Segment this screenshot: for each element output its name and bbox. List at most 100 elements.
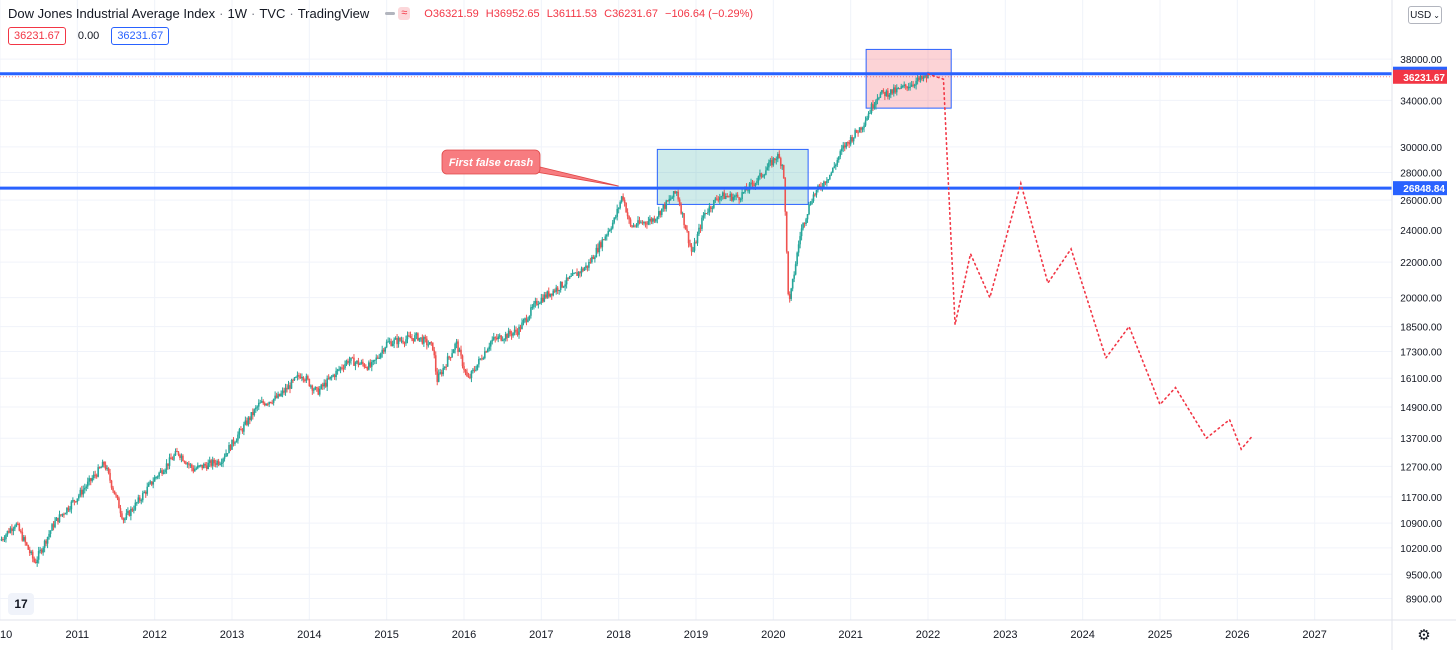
candle-body [442,368,444,375]
candle-body [439,372,442,374]
candle-body [12,528,15,531]
candle-body [866,117,868,121]
ask-price-box[interactable]: 36231.67 [111,27,170,45]
projection-path[interactable] [927,73,1254,451]
candle-body [842,145,845,149]
candle-body [796,252,798,265]
candle-body [131,508,134,511]
x-tick-label: 2024 [1070,629,1094,641]
interval-label[interactable]: 1W [227,6,248,21]
candle-body [498,335,501,337]
candle-body [222,458,224,463]
y-tick-label: 12700.00 [1400,462,1442,473]
candle-body [775,159,778,161]
candle-body [851,137,853,142]
candle-body [266,403,269,405]
candle-body [118,498,120,509]
candle-body [829,174,831,180]
annotation-callout[interactable]: First false crash [441,149,619,187]
candle-body [204,464,207,466]
close-value: C36231.67 [604,7,658,20]
candle-body [336,369,339,371]
candle-body [182,455,184,462]
candle-body [925,75,928,79]
gear-icon[interactable]: ⚙ [1417,627,1431,644]
candle-body [772,158,775,166]
candle-body [112,487,114,491]
visibility-toggle[interactable]: ≈ [381,7,414,21]
candle-body [843,145,846,148]
candle-body [253,409,256,416]
candle-body [168,457,171,466]
candle-body [872,103,874,108]
candle-body [365,367,367,369]
candle-body [650,218,653,222]
x-tick-label: 2022 [916,629,940,641]
currency-dropdown[interactable]: USD ⌄ [1408,6,1442,24]
x-tick-label: 2027 [1302,629,1326,641]
candle-body [815,190,818,195]
symbol-title[interactable]: Dow Jones Industrial Average Index [8,6,216,21]
candle-body [479,358,482,360]
candle-body [849,137,852,145]
candle-body [565,277,568,285]
horizontal-lines[interactable] [0,72,1392,190]
candle-body [103,461,105,465]
candle-body [699,227,702,229]
candle-body [11,528,13,531]
candle-body [540,297,543,303]
candle-body [811,201,813,205]
candle-body [539,302,541,304]
candle-body [576,272,578,276]
logo-text: 17 [14,597,28,611]
candle-body [46,537,49,544]
candle-body [608,230,611,232]
candle-body [809,204,812,206]
candle-body [121,513,123,519]
candle-body [269,401,272,403]
candle-body [100,467,102,469]
candle-body [797,244,800,253]
bid-price-box[interactable]: 36231.67 [8,27,66,45]
candle-body [360,361,363,364]
candle-body [876,98,879,101]
candle-body [840,148,843,152]
candle-body [681,213,684,215]
candle-body [333,375,336,378]
candle-body [723,192,726,200]
candle-body [567,277,569,279]
candle-body [887,90,889,97]
candle-body [292,379,294,381]
candle-body [229,445,232,450]
candle-body [348,360,351,363]
candle-body [289,385,291,389]
candle-body [574,272,577,274]
candle-body [713,200,715,208]
tradingview-logo-icon[interactable]: 17 [8,593,34,615]
price-axis[interactable]: 8900.00 9500.00 10200.00 10900.00 11700.00 12… [1391,0,1442,650]
candle-body [492,337,495,340]
candle-body [133,509,135,511]
candle-body [49,530,52,534]
candle-body [910,84,913,87]
candle-body [463,366,465,370]
candle-body [628,216,630,220]
candle-body [693,242,696,251]
candle-body [153,477,156,482]
candle-body [875,100,877,106]
candle-body [577,271,580,276]
candle-body [274,395,276,399]
candle-body [704,213,706,216]
candle-body [69,509,71,511]
candle-body [51,524,53,531]
candle-body [368,362,370,370]
candle-body [57,517,59,523]
candle-body [378,357,381,359]
candle-body [216,460,218,465]
candle-body [484,351,486,359]
candle-body [762,175,764,177]
time-axis[interactable]: 2010 2011 2012 2013 2014 2015 2016 2017 2018 2019… [0,619,1456,641]
candle-body [457,341,459,353]
candle-body [476,364,479,370]
